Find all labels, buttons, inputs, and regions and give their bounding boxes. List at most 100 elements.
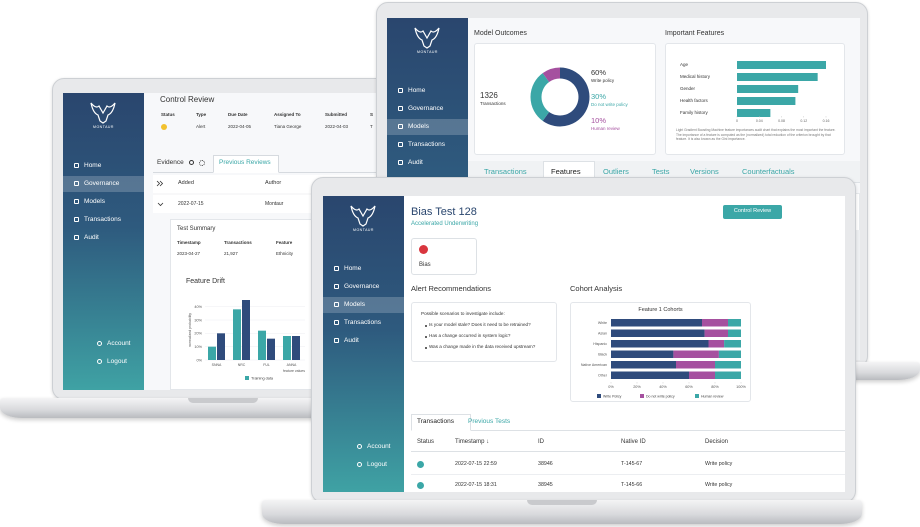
legend-value: 60% [591, 68, 607, 77]
bar-segment [689, 371, 715, 379]
cell: 2022-07-15 [178, 201, 204, 207]
nav-item: Home [344, 265, 362, 272]
bullet [425, 324, 427, 327]
cohort-card [570, 302, 751, 402]
y-tick-label: 10% [194, 345, 202, 349]
bar-segment [715, 361, 741, 369]
total-label: Transactions [480, 101, 506, 106]
feature-label: Gender [680, 85, 696, 91]
nav-item: Home [84, 162, 102, 169]
bar-segment [708, 340, 725, 348]
column-header: Due Date [228, 112, 248, 117]
cell: 2022-07-15 18:31 [455, 482, 497, 488]
icon-search [189, 160, 194, 165]
summary-header: Timestamp [177, 240, 201, 245]
nav-icon [334, 302, 339, 307]
legend-label: Write policy [591, 78, 615, 83]
column-header: Assigned To [274, 112, 301, 117]
summary-value: 21,927 [224, 251, 238, 256]
bar [737, 97, 796, 105]
bar [283, 336, 291, 360]
legend-label: Human review [701, 394, 724, 398]
cell: Tiana George [274, 124, 302, 129]
chart-canvas [350, 205, 376, 227]
x-tick-label: 100% [736, 385, 746, 389]
nav-item: Audit [344, 337, 359, 344]
cell: 38946 [538, 461, 553, 467]
bullet [425, 346, 427, 349]
legend-label: Do not write policy [646, 394, 675, 398]
column-header: Timestamp ↓ [455, 439, 490, 445]
nav-icon [334, 320, 339, 325]
nav-icon [334, 284, 339, 289]
tab: Previous Tests [468, 418, 511, 425]
bar-segment [704, 329, 728, 337]
bar [258, 330, 266, 360]
card-title: Test Summary [177, 226, 216, 232]
y-axis-title: normalized probability [188, 313, 192, 347]
bar-segment [611, 340, 709, 348]
nav-icon [398, 124, 403, 129]
subtitle: Accelerated Underwriting [411, 221, 479, 227]
button-label: Control Review [733, 208, 772, 214]
column-header: ID [538, 439, 544, 445]
total: 1326 [480, 91, 498, 100]
nav-icon [398, 88, 403, 93]
nav-account: Logout [107, 358, 127, 365]
nav-icon [74, 199, 79, 204]
summary-value: 2023-04-27 [177, 251, 201, 256]
column-header: Author [265, 180, 282, 186]
nav-item: Models [84, 198, 105, 205]
cell: T-145-66 [621, 482, 643, 488]
recommendation: Is your model stale? Does it need to be … [429, 322, 531, 327]
column-header: Status [161, 112, 175, 117]
y-tick-label: Native American [581, 363, 607, 367]
cell: Montaur [265, 201, 284, 207]
legend-label: Human review [591, 126, 620, 131]
donut-segment [542, 67, 590, 127]
nav-item: Models [344, 301, 365, 308]
tab: Versions [690, 167, 719, 176]
x-tick-label: FUL [263, 363, 270, 367]
nav-item: Transactions [344, 319, 381, 326]
x-tick-label: SNNA [212, 363, 222, 367]
recommendation: Was a change made in the data received u… [429, 344, 536, 349]
feature-label: Age [680, 61, 689, 67]
nav-icon [74, 181, 79, 186]
x-tick-label: 20% [633, 385, 641, 389]
tab: Transactions [417, 418, 454, 425]
nav-selected [63, 176, 144, 192]
column-header: Type [196, 112, 207, 117]
bar [242, 300, 250, 360]
cell: T [370, 124, 373, 129]
bar-segment [676, 361, 715, 369]
bar-segment [728, 329, 741, 337]
nav-item: Audit [408, 159, 423, 166]
cell: 2022-04-05 [228, 124, 252, 129]
tab-selected [213, 155, 279, 173]
chart-canvas [414, 27, 440, 49]
y-tick-label: White [598, 321, 607, 325]
button[interactable]: Control Review [723, 205, 782, 219]
legend-value: 10% [591, 116, 607, 125]
alert-card [411, 238, 477, 275]
logo [414, 27, 440, 49]
bar [737, 61, 826, 69]
notch [187, 398, 258, 403]
caption: Light Gradient Boosting Machine feature … [676, 128, 836, 141]
brand: MONTAUR [353, 228, 374, 232]
row-chevron [157, 202, 164, 207]
bar-segment [611, 319, 702, 327]
cell: Write policy [705, 482, 733, 488]
bar [737, 109, 771, 117]
nav-item: Transactions [408, 141, 445, 148]
bullet [425, 335, 427, 338]
nav-icon [97, 359, 102, 364]
nav-account: Logout [367, 461, 387, 468]
nav-item: Models [408, 123, 429, 130]
y-tick-label: 20% [194, 332, 202, 336]
legend-swatch [640, 394, 644, 398]
nav-icon [357, 462, 362, 467]
x-tick-label: 80% [711, 385, 719, 389]
